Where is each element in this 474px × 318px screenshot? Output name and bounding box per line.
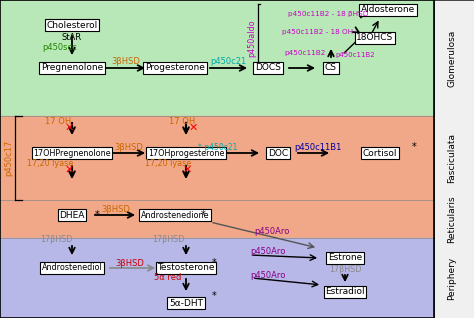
Text: 17,20 lyase: 17,20 lyase <box>27 158 73 168</box>
Bar <box>434 0 474 318</box>
Bar <box>434 0 474 318</box>
Text: *: * <box>411 142 416 152</box>
Text: 3βHSD: 3βHSD <box>111 58 140 66</box>
Text: DOC: DOC <box>268 149 288 157</box>
Text: p450c11B2 - 18 βHSD: p450c11B2 - 18 βHSD <box>288 11 368 17</box>
Text: p450Aro: p450Aro <box>250 247 286 257</box>
Text: Cortisol: Cortisol <box>363 149 397 157</box>
Text: CS: CS <box>325 64 337 73</box>
Text: 17βHSD: 17βHSD <box>152 236 184 245</box>
Text: Testosterone: Testosterone <box>157 264 215 273</box>
Text: Aldosterone: Aldosterone <box>361 5 415 15</box>
Text: 5α-DHT: 5α-DHT <box>169 299 203 308</box>
Text: StAR: StAR <box>61 32 81 42</box>
Text: * p450c21: * p450c21 <box>198 142 237 151</box>
Text: Fasciculata: Fasciculata <box>447 133 456 183</box>
Text: *: * <box>201 210 205 220</box>
Text: p450Aro: p450Aro <box>250 271 286 280</box>
Text: p450Aro: p450Aro <box>255 227 290 237</box>
Text: *: * <box>211 291 216 301</box>
Text: p450c11B2: p450c11B2 <box>284 50 326 56</box>
Text: 17 OH: 17 OH <box>169 116 195 126</box>
Text: Androstenedione: Androstenedione <box>141 211 209 219</box>
Text: Glomerulosa: Glomerulosa <box>447 29 456 86</box>
Text: 3βHSD: 3βHSD <box>115 142 144 151</box>
Text: ✕: ✕ <box>182 165 191 175</box>
Text: 5α red: 5α red <box>155 273 182 282</box>
Text: *: * <box>95 210 100 220</box>
Text: p450c11B2: p450c11B2 <box>335 52 375 58</box>
Text: ✕: ✕ <box>64 165 73 175</box>
Text: DHEA: DHEA <box>59 211 85 219</box>
Text: 3βHSD: 3βHSD <box>101 204 130 213</box>
Text: p450aldo: p450aldo <box>247 19 256 57</box>
Text: p450scc: p450scc <box>42 44 77 52</box>
Text: p450c21: p450c21 <box>210 58 246 66</box>
Text: 18OHCS: 18OHCS <box>356 33 393 43</box>
Text: Androstenediol: Androstenediol <box>42 264 102 273</box>
Text: p450c17: p450c17 <box>4 140 13 176</box>
Text: Estradiol: Estradiol <box>325 287 365 296</box>
Text: *: * <box>211 258 216 268</box>
Text: 17OHprogesterone: 17OHprogesterone <box>148 149 224 157</box>
Text: Reticularis: Reticularis <box>447 195 456 243</box>
Text: ✕: ✕ <box>188 123 198 133</box>
Text: 3βHSD: 3βHSD <box>116 259 145 267</box>
Text: 17,20 lyase: 17,20 lyase <box>145 158 191 168</box>
Text: Periphery: Periphery <box>447 256 456 300</box>
Text: Estrone: Estrone <box>328 253 362 262</box>
Text: Cholesterol: Cholesterol <box>46 20 98 30</box>
Text: DOCS: DOCS <box>255 64 281 73</box>
Text: Pregnenolone: Pregnenolone <box>41 64 103 73</box>
Text: 17OHPregnenolone: 17OHPregnenolone <box>33 149 111 157</box>
Text: p450c11B1: p450c11B1 <box>294 142 342 151</box>
Text: ✕: ✕ <box>64 123 73 133</box>
Text: Progesterone: Progesterone <box>145 64 205 73</box>
Bar <box>0 116 434 238</box>
Text: 17βHSD: 17βHSD <box>40 236 72 245</box>
Text: 17βHSD: 17βHSD <box>329 266 361 274</box>
Bar <box>0 238 434 318</box>
Text: 17 OH: 17 OH <box>45 116 71 126</box>
Text: p450c11B2 - 18 OH: p450c11B2 - 18 OH <box>283 29 354 35</box>
Bar <box>0 0 434 116</box>
